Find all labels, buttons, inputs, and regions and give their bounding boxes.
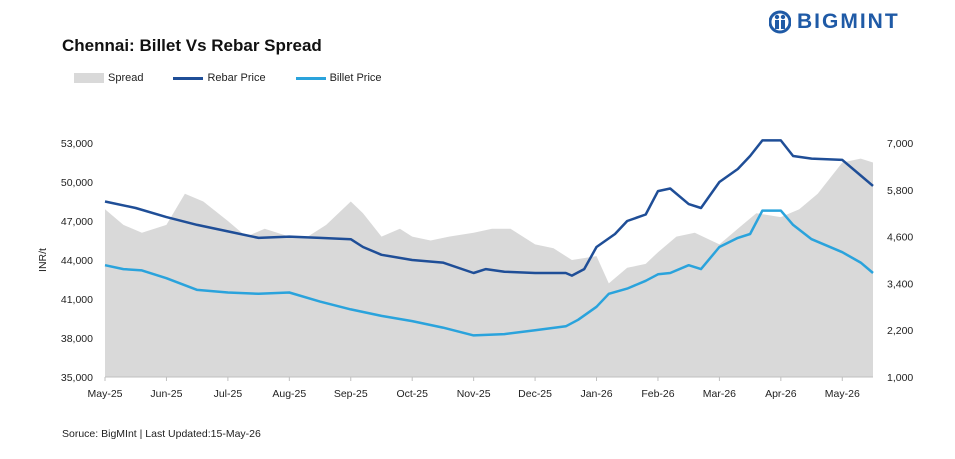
legend-label-rebar: Rebar Price <box>207 72 266 84</box>
x-tick-label: Sep-25 <box>334 388 368 400</box>
x-tick-label: Mar-26 <box>703 388 736 400</box>
bigmint-logo-icon <box>769 10 791 34</box>
legend-item-billet: Billet Price <box>295 72 382 84</box>
x-tick-label: Feb-26 <box>641 388 674 400</box>
x-tick-label: May-25 <box>87 388 122 400</box>
y-tick-label: 44,000 <box>61 255 93 267</box>
y-tick-label: 50,000 <box>61 177 93 189</box>
legend-item-spread: Spread <box>74 72 143 84</box>
chart-title: Chennai: Billet Vs Rebar Spread <box>62 36 322 55</box>
billet-price-line <box>104 209 874 337</box>
legend-label-billet: Billet Price <box>329 72 382 84</box>
y2-tick-label: 5,800 <box>887 185 913 197</box>
legend-swatch-billet <box>295 76 326 80</box>
x-tick-label: Nov-25 <box>457 388 491 400</box>
y-tick-label: 38,000 <box>61 333 93 345</box>
y2-tick-label: 7,000 <box>887 138 913 150</box>
y2-tick-label: 2,200 <box>887 325 913 337</box>
y-axis-title: INR/t <box>37 248 49 272</box>
x-tick-label: Dec-25 <box>518 388 552 400</box>
chart-legend: Spread Rebar Price Billet Price <box>74 72 412 84</box>
y-tick-label: 41,000 <box>61 294 93 306</box>
legend-item-rebar: Rebar Price <box>173 72 266 84</box>
x-tick-label: Oct-25 <box>396 388 428 400</box>
x-tick-label: May-26 <box>825 388 860 400</box>
legend-label-spread: Spread <box>108 72 144 84</box>
source-note: Soruce: BigMInt | Last Updated:15-May-26 <box>62 428 261 440</box>
x-tick-label: Jul-25 <box>214 388 243 400</box>
x-tick-label: Jun-25 <box>150 388 182 400</box>
y-tick-label: 53,000 <box>61 138 93 150</box>
legend-swatch-rebar <box>173 76 204 80</box>
brand-logo: BIGMINT <box>769 9 900 35</box>
spread-area <box>105 158 873 377</box>
rebar-price-line <box>104 139 874 277</box>
x-tick-label: Apr-26 <box>765 388 797 400</box>
y2-tick-label: 4,600 <box>887 232 913 244</box>
y2-tick-label: 3,400 <box>887 278 913 290</box>
y2-tick-label: 1,000 <box>887 372 913 384</box>
x-tick-label: Jan-26 <box>580 388 612 400</box>
legend-swatch-spread <box>74 73 104 83</box>
y-tick-label: 35,000 <box>61 372 93 384</box>
y-tick-label: 47,000 <box>61 216 93 228</box>
x-tick-label: Aug-25 <box>272 388 306 400</box>
brand-name: BIGMINT <box>797 10 900 33</box>
